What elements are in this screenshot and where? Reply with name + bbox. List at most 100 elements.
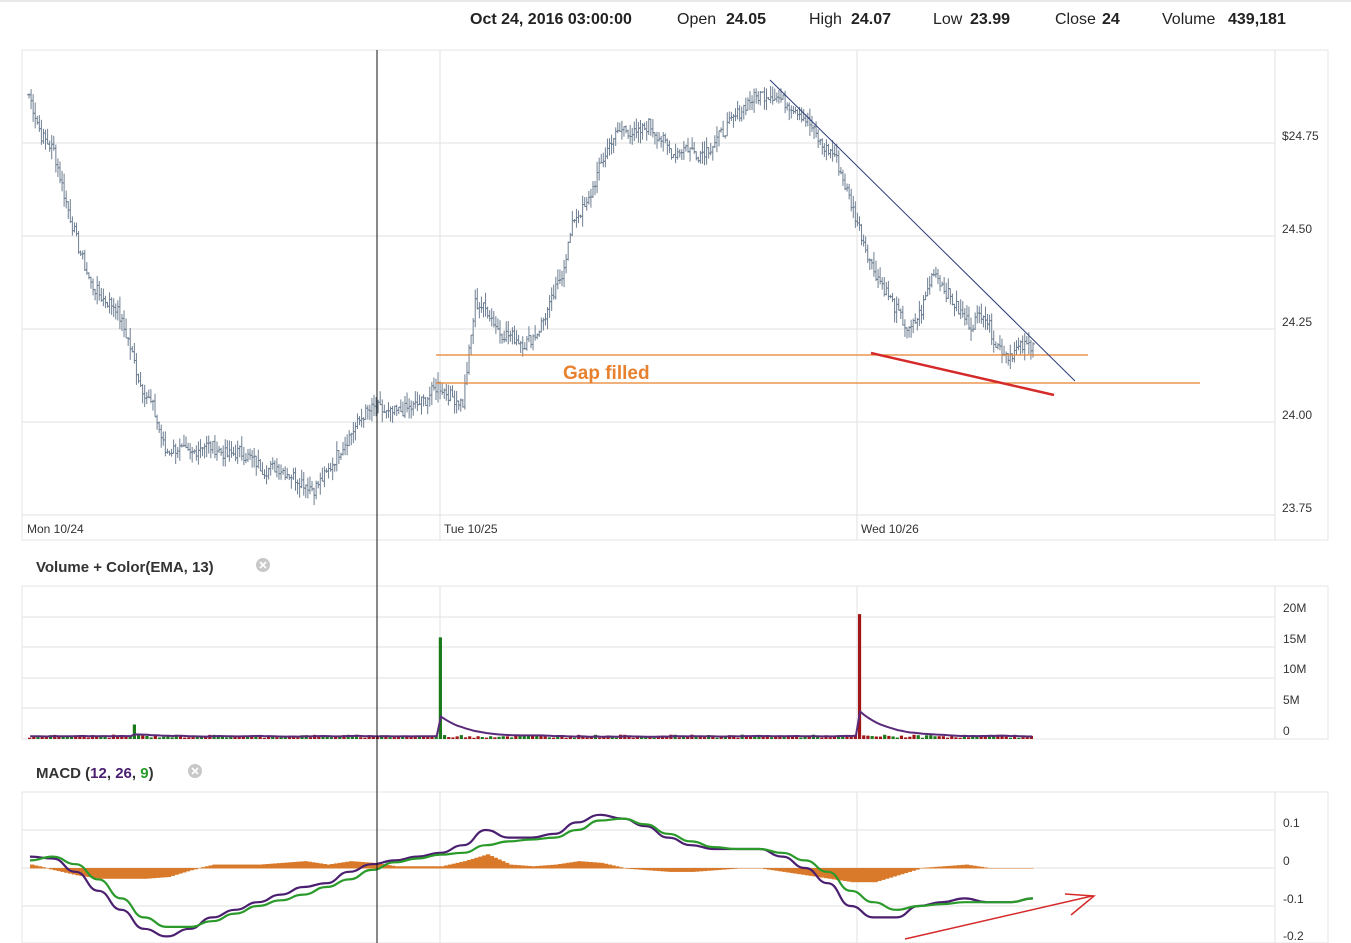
macd-histogram-bar [30,864,35,869]
macd-histogram-bar [455,862,460,869]
header-volume-value: 439,181 [1228,11,1286,28]
volume-bar [1008,737,1013,739]
volume-bar [422,736,426,739]
volume-bar [430,736,434,739]
volume-bar [899,735,904,739]
volume-bar [32,735,36,739]
volume-bar [895,737,899,739]
volume-bar [744,735,748,739]
volume-bar [187,737,191,739]
macd-histogram-bar [599,862,605,869]
macd-histogram-bar [299,861,305,869]
macd-histogram-bar [185,868,191,872]
volume-bar [388,737,392,739]
volume-bar [866,735,870,739]
price-panel[interactable]: $24.75 24.50 24.25 24.00 23.75 Mon 10/24… [21,49,1329,541]
macd-histogram-bar [611,865,616,869]
macd-title-sep2: , [132,765,140,782]
macd-histogram-bar [64,868,69,873]
macd-histogram-bar [447,864,453,869]
macd-histogram-bar [858,868,863,883]
macd-histogram-bar [147,868,153,879]
volume-bar [987,735,992,739]
macd-histogram-bar [117,868,122,879]
macd-histogram-bar [824,868,829,879]
volume-bar [912,734,916,739]
volume-bar [765,735,769,739]
volume-bar [702,737,707,739]
volume-bar [480,736,484,739]
volume-bar [229,736,233,739]
macd-histogram-bar [732,868,738,869]
volume-bar [757,735,761,739]
macd-histogram-bar [45,868,50,869]
macd-histogram-bar [679,868,685,872]
gap-filled-annotation: Gap filled [563,363,650,384]
macd-histogram-bar [839,868,844,881]
volume-bar [799,737,803,739]
macd-histogram-bar [964,864,970,869]
macd-histogram-bar [360,862,365,869]
macd-histogram-bar [136,868,141,879]
volume-bar [308,737,313,739]
macd-panel[interactable]: MACD (12, 26, 9) 0.1 0 -0.1 -0.2 [21,764,1329,943]
volume-y-tick: 10M [1283,662,1306,676]
macd-histogram-bar [482,855,487,869]
volume-bar [1013,734,1017,739]
macd-histogram-bar [512,864,517,869]
macd-histogram-bar [577,861,582,869]
macd-histogram-bar [656,868,662,872]
macd-histogram-bar [508,864,514,869]
volume-bar [258,735,262,739]
macd-histogram-bar [219,864,225,869]
macd-title-sep1: , [107,765,115,782]
macd-histogram-bar [417,866,422,869]
macd-histogram-bar [318,863,324,869]
macd-histogram-bar [265,864,270,869]
macd-histogram-bar [105,868,111,879]
volume-panel[interactable]: Volume + Color(EMA, 13) 20M 15M 10M 5M 0 [21,558,1329,740]
macd-histogram-bar [972,865,977,869]
close-circle-icon[interactable] [188,764,202,778]
macd-histogram-bar [1025,868,1030,869]
macd-histogram-bar [170,868,175,876]
macd-y-tick: 0 [1283,854,1290,868]
volume-bar [652,737,656,739]
macd-histogram-bar [569,862,574,869]
macd-histogram-bar [478,856,483,869]
macd-histogram-bar [535,866,540,869]
macd-histogram-bar [729,868,734,870]
volume-bar [1004,736,1008,739]
macd-histogram-bar [413,866,419,869]
volume-bar [514,735,518,739]
volume-bar [401,735,405,739]
volume-bar [1017,737,1021,739]
macd-histogram-bar [641,868,647,870]
macd-histogram-bar [778,868,783,872]
macd-histogram-bar [390,865,396,869]
volume-bar [925,735,929,739]
signal-line [29,817,1034,929]
macd-histogram-bar [227,864,232,869]
macd-histogram-bar [140,868,145,879]
volume-bar [862,735,866,739]
macd-histogram-bar [987,868,992,869]
macd-histogram-bar [584,861,590,869]
volume-bar [556,735,560,739]
close-circle-icon[interactable] [256,558,270,572]
macd-histogram-bar [903,868,909,874]
volume-bar [271,737,275,739]
volume-bar [782,736,786,739]
macd-histogram-bar [1006,868,1011,869]
macd-histogram-bar [504,862,510,869]
macd-histogram-bar [159,868,164,878]
volume-bar [535,735,539,739]
macd-histogram-bar [311,862,316,869]
volume-bar [459,735,463,739]
macd-histogram-bar [675,868,681,872]
volume-bar [795,735,799,739]
macd-histogram-bar [345,861,350,869]
volume-bar [501,736,505,739]
volume-bar [329,737,333,739]
